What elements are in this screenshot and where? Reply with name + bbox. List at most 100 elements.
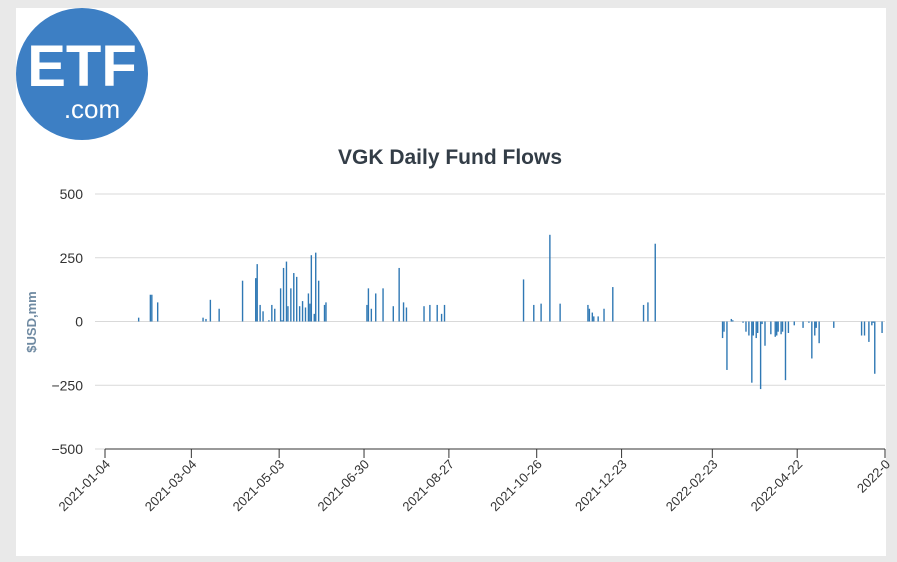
flow-bar bbox=[770, 321, 772, 335]
flow-bar bbox=[721, 321, 724, 339]
flow-bar bbox=[156, 302, 159, 322]
flow-bar bbox=[137, 317, 140, 322]
flow-bar bbox=[642, 304, 645, 322]
flow-bar bbox=[742, 321, 744, 323]
flow-bar bbox=[281, 320, 283, 322]
flow-bar bbox=[279, 288, 282, 322]
flow-bar bbox=[874, 321, 876, 374]
flow-bar bbox=[309, 303, 311, 322]
x-tick-label: 2022-0 bbox=[854, 457, 893, 496]
x-tick-label: 2022-04-22 bbox=[748, 457, 806, 515]
flow-bar bbox=[559, 303, 561, 322]
flow-bar bbox=[307, 293, 310, 322]
y-tick-label: −500 bbox=[51, 441, 83, 457]
y-axis-label: $USD,mm bbox=[24, 291, 39, 352]
logo-main-text: ETF bbox=[27, 34, 137, 99]
flow-bar bbox=[793, 321, 795, 326]
logo-sub-text: .com bbox=[64, 94, 120, 124]
flow-bar bbox=[784, 321, 787, 381]
y-tick-label: −250 bbox=[51, 377, 83, 393]
flow-bar bbox=[833, 321, 835, 328]
flow-bar bbox=[588, 308, 591, 322]
flow-bar bbox=[808, 321, 810, 323]
x-axis-ticks: 2021-01-04 2021-03-04 2021-05-03 2021-06-30… bbox=[55, 449, 893, 514]
flow-bar bbox=[603, 308, 605, 322]
flow-bar bbox=[781, 321, 784, 332]
flow-bar bbox=[745, 321, 747, 332]
flow-bar bbox=[748, 321, 750, 336]
x-tick-label: 2021-08-27 bbox=[399, 457, 457, 515]
y-tick-label: 0 bbox=[75, 314, 83, 330]
x-tick-label: 2022-02-23 bbox=[663, 457, 721, 515]
flow-bar bbox=[860, 321, 863, 336]
flow-bar bbox=[293, 273, 295, 322]
flow-bar bbox=[732, 320, 734, 322]
flow-bar bbox=[382, 288, 384, 322]
flow-bar bbox=[871, 321, 873, 326]
flow-bar bbox=[818, 321, 820, 344]
flow-bar bbox=[759, 321, 762, 390]
flow-bar bbox=[751, 321, 753, 383]
flow-bar bbox=[255, 278, 257, 322]
flow-bar bbox=[423, 306, 425, 322]
flow-bar bbox=[310, 255, 313, 322]
flow-bar bbox=[313, 313, 315, 322]
flow-bar bbox=[301, 301, 304, 322]
flow-bar bbox=[367, 288, 370, 322]
flow-bar bbox=[262, 311, 264, 322]
etf-com-logo-graphic: ETF .com bbox=[16, 8, 148, 140]
x-tick-label: 2021-12-23 bbox=[572, 457, 630, 515]
flow-bar bbox=[522, 279, 525, 322]
flow-bar bbox=[593, 316, 595, 322]
etf-com-logo[interactable]: ETF .com bbox=[16, 8, 166, 148]
flow-bar bbox=[209, 299, 212, 322]
flow-bar bbox=[149, 294, 152, 322]
x-tick-label: 2021-06-30 bbox=[315, 457, 373, 515]
flow-bar bbox=[268, 320, 270, 322]
logo-circle bbox=[16, 8, 148, 140]
flow-bar bbox=[398, 267, 400, 322]
y-axis-ticks: 500 250 0 −250 −500 bbox=[51, 186, 83, 457]
flow-bar bbox=[218, 308, 220, 322]
gridlines bbox=[95, 193, 885, 450]
flow-bar bbox=[587, 304, 589, 322]
flow-bar bbox=[872, 321, 874, 323]
flow-bar bbox=[317, 280, 320, 322]
flow-bar bbox=[777, 321, 779, 332]
flow-bar bbox=[285, 261, 288, 322]
flow-bar bbox=[323, 304, 326, 322]
flow-bar bbox=[814, 321, 816, 336]
flow-bar bbox=[591, 312, 594, 322]
flow-bar bbox=[282, 267, 285, 322]
flow-bar bbox=[370, 308, 373, 322]
flow-bar bbox=[756, 321, 759, 333]
flow-bar bbox=[723, 321, 725, 332]
flow-bar bbox=[787, 321, 790, 333]
flow-bar bbox=[429, 304, 431, 322]
flow-bar bbox=[287, 306, 289, 322]
flow-bar bbox=[271, 304, 273, 322]
flow-bar bbox=[298, 306, 301, 322]
flow-bar bbox=[540, 303, 542, 322]
flow-bar bbox=[259, 304, 261, 322]
flow-bar bbox=[726, 321, 728, 370]
flow-bar bbox=[764, 321, 766, 346]
flow-bar bbox=[205, 318, 207, 322]
flow-bar bbox=[443, 304, 446, 322]
flow-bar bbox=[366, 304, 368, 322]
flow-bar bbox=[440, 313, 443, 322]
flow-bar bbox=[755, 321, 757, 339]
flow-bar bbox=[881, 321, 883, 333]
flow-bar bbox=[863, 321, 866, 336]
y-tick-label: 500 bbox=[60, 186, 84, 202]
chart-card: ETF .com bbox=[16, 8, 886, 556]
flow-bar bbox=[780, 321, 782, 335]
chart-title: VGK Daily Fund Flows bbox=[338, 146, 562, 169]
flow-bar bbox=[241, 280, 244, 322]
flow-bar bbox=[304, 307, 307, 322]
flow-bar bbox=[868, 321, 870, 342]
flow-bar bbox=[612, 287, 614, 322]
flow-bar bbox=[761, 321, 763, 325]
x-tick-label: 2021-05-03 bbox=[230, 457, 288, 515]
